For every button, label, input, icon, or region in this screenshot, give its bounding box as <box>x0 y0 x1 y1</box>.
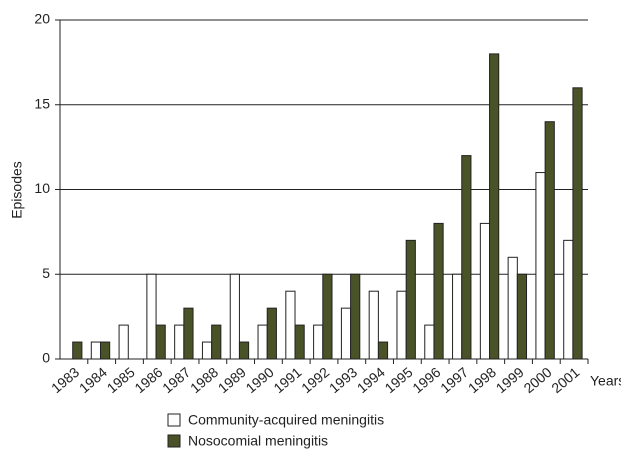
bar <box>238 341 250 360</box>
bar <box>377 341 389 360</box>
bar <box>572 87 583 360</box>
bar <box>183 307 194 360</box>
bar <box>72 341 83 360</box>
bar <box>461 155 472 360</box>
y-tick-label: 10 <box>34 180 50 196</box>
legend-label: Nosocomial meningitis <box>188 433 328 449</box>
bar <box>174 324 185 360</box>
x-tick-label: 1990 <box>243 364 277 396</box>
bar <box>479 222 491 360</box>
bar <box>516 273 528 360</box>
bar <box>266 307 277 360</box>
bar <box>99 341 111 360</box>
bar <box>507 256 518 360</box>
bar <box>396 290 407 360</box>
x-tick-label: 1998 <box>465 364 499 396</box>
x-axis-label: Years <box>590 373 621 389</box>
bar <box>257 324 268 360</box>
x-tick-label: 1997 <box>437 364 471 396</box>
bar <box>340 307 352 360</box>
y-tick-label: 5 <box>42 265 50 281</box>
x-tick-label: 1996 <box>409 364 443 396</box>
bar <box>544 121 555 360</box>
bar <box>146 273 157 360</box>
bar <box>489 53 500 360</box>
bar <box>294 324 305 360</box>
bar <box>563 239 574 360</box>
bar <box>229 273 240 360</box>
bar <box>433 222 444 360</box>
y-tick-label: 20 <box>34 11 50 27</box>
bar <box>313 324 324 360</box>
x-tick-label: 1985 <box>104 364 138 396</box>
bar <box>322 273 333 360</box>
x-tick-label: 1989 <box>215 364 249 396</box>
bar <box>285 290 296 360</box>
bar <box>155 324 166 360</box>
legend-swatch <box>167 413 181 427</box>
bar <box>452 273 463 360</box>
x-tick-label: 1991 <box>270 364 304 396</box>
legend-label: Community-acquired meningitis <box>188 412 384 428</box>
x-tick-label: 1995 <box>382 364 416 396</box>
x-tick-label: 1999 <box>493 364 527 396</box>
x-tick-label: 1987 <box>159 364 193 396</box>
x-tick-label: 1994 <box>354 364 388 396</box>
bar <box>118 324 129 360</box>
x-tick-label: 1983 <box>48 364 82 396</box>
bar <box>368 290 379 360</box>
y-axis-label: Episodes <box>9 161 25 219</box>
bar <box>211 324 222 360</box>
bar <box>350 273 361 360</box>
legend-swatch <box>167 434 181 448</box>
x-tick-label: 2000 <box>520 364 554 396</box>
x-tick-label: 1993 <box>326 364 360 396</box>
bar <box>90 341 101 360</box>
x-tick-label: 2001 <box>548 364 582 396</box>
x-tick-label: 1984 <box>76 364 110 396</box>
bar <box>535 172 546 360</box>
bar <box>201 341 213 360</box>
y-tick-label: 0 <box>42 350 50 366</box>
y-tick-label: 15 <box>34 95 50 111</box>
x-tick-label: 1988 <box>187 364 221 396</box>
bar <box>424 324 435 360</box>
bar <box>405 239 416 360</box>
x-tick-label: 1992 <box>298 364 332 396</box>
x-tick-label: 1986 <box>131 364 165 396</box>
